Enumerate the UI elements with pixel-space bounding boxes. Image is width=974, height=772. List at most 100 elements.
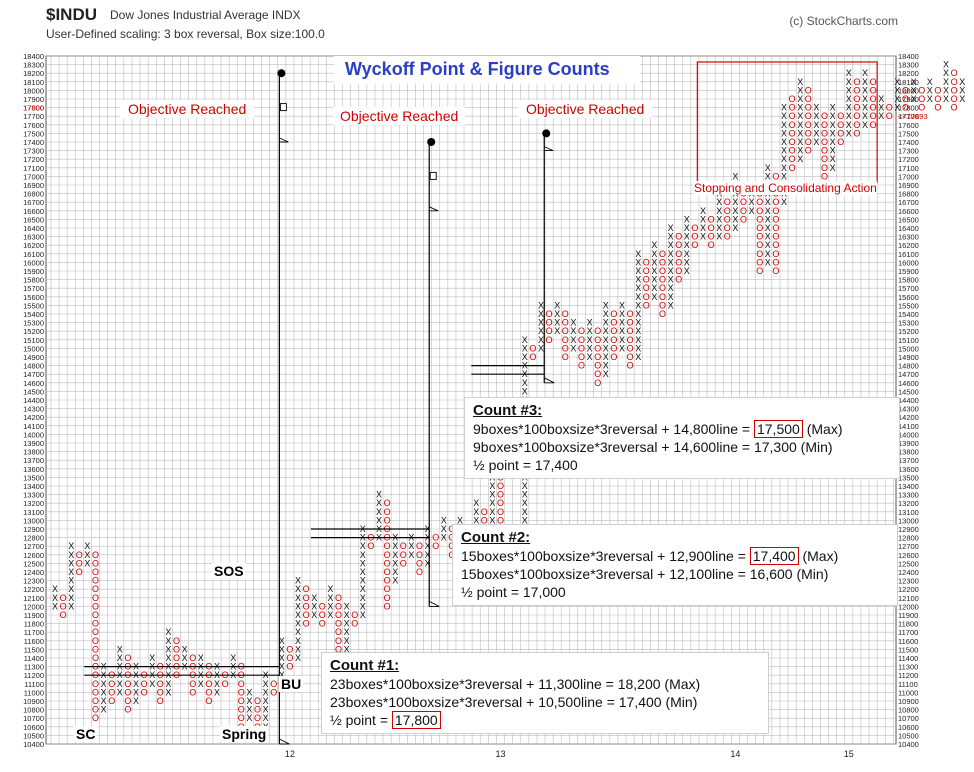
count2-line1-suffix: (Max) xyxy=(798,548,839,564)
pnf-x-box: X xyxy=(700,214,706,224)
count-base-marker xyxy=(429,600,440,607)
chart-credit: (c) StockCharts.com xyxy=(789,14,898,28)
spring-label: Spring xyxy=(220,726,269,742)
count1-box: Count #1: 23boxes*100boxsize*3reversal +… xyxy=(321,652,769,734)
pnf-x-box: X xyxy=(522,335,528,345)
pnf-x-box: X xyxy=(943,60,949,70)
pnf-x-box: X xyxy=(538,335,544,345)
y-tick-label-right: 12400 xyxy=(898,568,919,577)
pnf-x-box: X xyxy=(441,515,447,525)
y-tick-label-right: 14700 xyxy=(898,370,919,379)
pnf-x-box: X xyxy=(165,687,171,697)
pnf-o-box: O xyxy=(853,77,860,87)
pnf-x-box: X xyxy=(830,120,836,130)
pnf-x-box: X xyxy=(830,137,836,147)
count2-box: Count #2: 15boxes*100boxsize*3reversal +… xyxy=(452,524,898,606)
count1-half: ½ point = 17,800 xyxy=(330,711,760,729)
y-tick-label-left: 12400 xyxy=(23,568,44,577)
y-tick-label-right: 12100 xyxy=(898,594,919,603)
pnf-o-box: O xyxy=(76,550,83,560)
count1-line2: 23boxes*100boxsize*3reversal + 10,500lin… xyxy=(330,694,698,710)
count3-line1: 9boxes*100boxsize*3reversal + 14,800line… xyxy=(473,420,891,438)
y-tick-label-right: 15200 xyxy=(898,327,919,336)
pnf-x-box: X xyxy=(781,128,787,138)
y-tick-label-right: 15400 xyxy=(898,310,919,319)
y-tick-label-left: 12000 xyxy=(23,602,44,611)
pnf-o-box: O xyxy=(789,94,796,104)
pnf-x-box: X xyxy=(943,94,949,104)
y-tick-label-right: 11100 xyxy=(898,680,918,689)
y-tick-label-left: 13000 xyxy=(23,516,44,525)
pnf-o-box: O xyxy=(384,601,391,611)
y-tick-label-right: 10900 xyxy=(898,697,919,706)
objective-label-2: Objective Reached xyxy=(333,107,466,125)
pnf-o-box: O xyxy=(432,533,439,543)
pnf-o-box: O xyxy=(173,644,180,654)
pnf-x-box: X xyxy=(959,77,965,87)
pnf-x-box: X xyxy=(651,283,657,293)
pnf-o-box: O xyxy=(772,249,779,259)
pnf-o-box: O xyxy=(724,206,731,216)
pnf-x-box: X xyxy=(295,593,301,603)
pnf-x-box: X xyxy=(862,111,868,121)
pnf-x-box: X xyxy=(473,498,479,508)
pnf-o-box: O xyxy=(756,197,763,207)
pnf-o-box: O xyxy=(821,171,828,181)
pnf-x-box: X xyxy=(797,128,803,138)
pnf-x-box: X xyxy=(246,696,252,706)
pnf-x-box: X xyxy=(911,77,917,87)
pnf-o-box: O xyxy=(92,705,99,715)
pnf-x-box: X xyxy=(522,507,528,517)
pnf-o-box: O xyxy=(286,644,293,654)
pnf-o-box: O xyxy=(319,619,326,629)
pnf-x-box: X xyxy=(651,275,657,285)
pnf-x-box: X xyxy=(538,318,544,328)
y-tick-label-left: 18400 xyxy=(23,52,44,61)
pnf-o-box: O xyxy=(92,713,99,723)
pnf-o-box: O xyxy=(870,103,877,113)
y-tick-label-left: 12500 xyxy=(23,559,44,568)
y-tick-label-left: 16300 xyxy=(23,233,44,242)
pnf-o-box: O xyxy=(870,85,877,95)
pnf-x-box: X xyxy=(781,146,787,156)
target-half-marker xyxy=(429,171,437,180)
pnf-o-box: O xyxy=(659,275,666,285)
pnf-o-box: O xyxy=(724,197,731,207)
pnf-x-box: X xyxy=(84,550,90,560)
pnf-x-box: X xyxy=(732,171,738,181)
pnf-x-box: X xyxy=(911,85,917,95)
pnf-o-box: O xyxy=(594,369,601,379)
pnf-x-box: X xyxy=(165,644,171,654)
pnf-x-box: X xyxy=(781,103,787,113)
y-tick-label-right: 13600 xyxy=(898,465,919,474)
pnf-x-box: X xyxy=(635,275,641,285)
pnf-x-box: X xyxy=(327,593,333,603)
pnf-x-box: X xyxy=(797,146,803,156)
pnf-x-box: X xyxy=(668,283,674,293)
pnf-o-box: O xyxy=(60,601,67,611)
count3-max-value: 17,500 xyxy=(753,420,803,438)
pnf-x-box: X xyxy=(279,653,285,663)
pnf-x-box: X xyxy=(846,120,852,130)
pnf-o-box: O xyxy=(594,343,601,353)
pnf-o-box: O xyxy=(627,318,634,328)
pnf-o-box: O xyxy=(222,679,229,689)
pnf-o-box: O xyxy=(481,515,488,525)
pnf-x-box: X xyxy=(797,111,803,121)
pnf-o-box: O xyxy=(92,627,99,637)
pnf-o-box: O xyxy=(124,687,131,697)
pnf-x-box: X xyxy=(927,85,933,95)
y-tick-label-right: 12500 xyxy=(898,559,919,568)
pnf-o-box: O xyxy=(610,326,617,336)
pnf-o-box: O xyxy=(497,515,504,525)
y-tick-label-right: 11200 xyxy=(898,671,918,680)
pnf-o-box: O xyxy=(756,223,763,233)
pnf-x-box: X xyxy=(781,171,787,181)
y-tick-label-left: 16200 xyxy=(23,241,44,250)
pnf-x-box: X xyxy=(165,627,171,637)
pnf-x-box: X xyxy=(344,619,350,629)
pnf-o-box: O xyxy=(659,257,666,267)
pnf-o-box: O xyxy=(675,249,682,259)
pnf-x-box: X xyxy=(635,292,641,302)
y-tick-label-left: 17000 xyxy=(23,172,44,181)
